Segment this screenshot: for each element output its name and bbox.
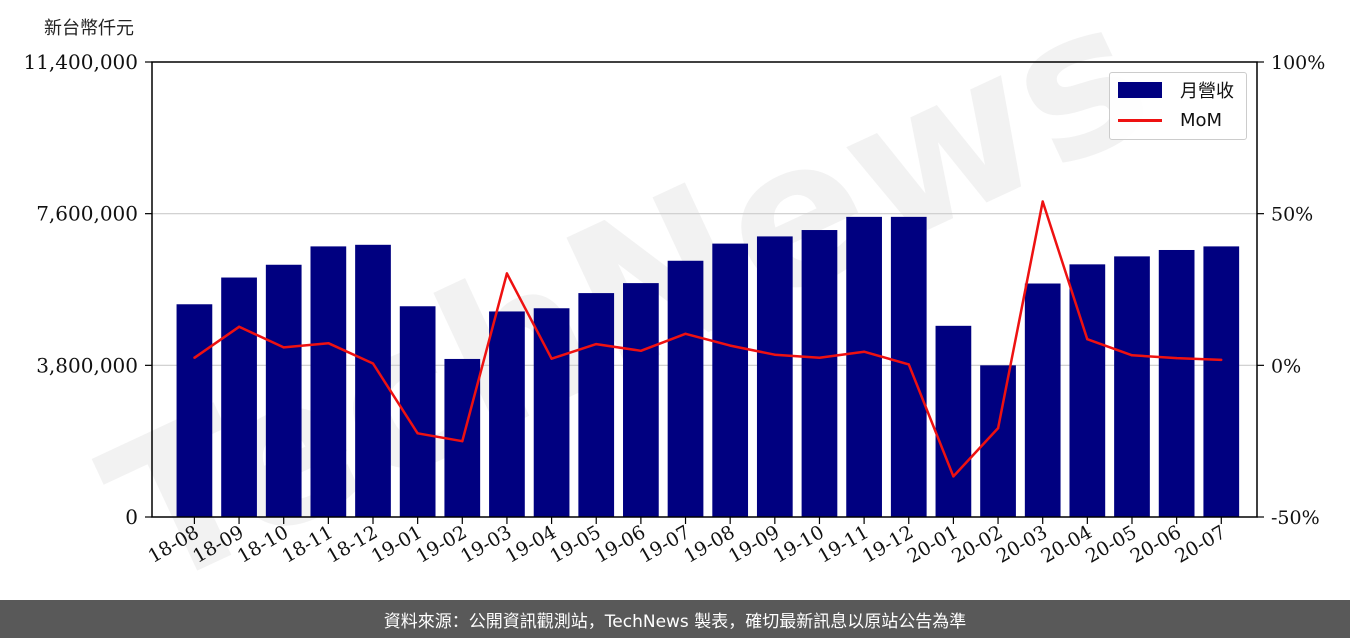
bar-19-05 <box>578 293 615 517</box>
bar-19-06 <box>623 283 659 517</box>
bar-19-04 <box>533 308 570 517</box>
mom-point-18-12 <box>371 362 375 365</box>
bar-19-09 <box>756 236 793 517</box>
mom-point-20-02 <box>996 426 1000 430</box>
x-tick-label: 19-07 <box>636 521 694 567</box>
plot-frame <box>151 61 1258 518</box>
mom-point-19-02 <box>461 439 464 443</box>
legend-label-revenue: 月營收 <box>1180 81 1234 102</box>
mom-point-20-05 <box>1130 354 1134 357</box>
legend-label-mom: MoM <box>1180 109 1223 131</box>
bar-20-06 <box>1158 249 1195 517</box>
legend-bar-swatch <box>1118 82 1162 98</box>
mom-point-20-06 <box>1175 356 1178 360</box>
x-tick-label: 19-05 <box>546 521 604 567</box>
x-tick-label: 19-04 <box>502 521 560 567</box>
mom-point-20-03 <box>1041 200 1044 203</box>
bar-20-05 <box>1114 256 1150 517</box>
bar-19-08 <box>712 243 749 517</box>
x-tick-label: 19-09 <box>725 521 783 567</box>
bar-20-07 <box>1203 246 1240 518</box>
legend-entry-revenue: 月營收 <box>1118 78 1234 102</box>
mom-point-20-01 <box>952 475 955 478</box>
y-axis-unit-label: 新台幣仟元 <box>44 18 134 39</box>
bar-18-10 <box>265 264 302 517</box>
mom-point-19-09 <box>773 353 777 356</box>
mom-point-19-10 <box>818 356 821 359</box>
mom-point-20-04 <box>1086 338 1089 341</box>
mom-point-19-12 <box>907 363 910 366</box>
mom-point-19-11 <box>862 350 866 353</box>
x-tick-label: 19-10 <box>770 521 828 567</box>
mom-point-18-08 <box>193 356 196 359</box>
bar-18-11 <box>310 246 347 518</box>
mom-point-18-11 <box>327 341 330 345</box>
bar-19-11 <box>846 216 882 517</box>
mom-point-19-05 <box>595 342 598 346</box>
mom-point-19-01 <box>416 432 419 435</box>
bar-19-03 <box>489 311 525 517</box>
x-tick-label: 20-01 <box>903 521 961 567</box>
bar-18-08 <box>176 304 213 517</box>
mom-point-19-03 <box>505 272 509 275</box>
mom-point-19-04 <box>550 357 553 360</box>
x-tick-label: 20-07 <box>1171 521 1229 567</box>
x-tick-label: 19-12 <box>859 521 917 567</box>
x-tick-label: 19-11 <box>814 521 872 567</box>
x-tick-label: 20-04 <box>1037 521 1095 567</box>
x-tick-label: 19-08 <box>680 521 738 567</box>
mom-point-19-08 <box>728 344 732 347</box>
chart-svg: TechNews 03,800,0007,600,00011,400,000-5… <box>23 0 1325 600</box>
bar-19-10 <box>801 230 838 517</box>
y-left-tick-label: 7,600,000 <box>36 202 138 226</box>
legend-entry-mom: MoM <box>1118 108 1222 132</box>
bar-20-03 <box>1024 283 1061 517</box>
y-right-tick-label: -50% <box>1271 507 1320 529</box>
mom-point-19-07 <box>684 332 687 335</box>
x-tick-label: 20-02 <box>948 521 1006 567</box>
bar-18-09 <box>221 277 257 517</box>
mom-point-20-07 <box>1220 358 1223 362</box>
bar-19-01 <box>399 306 436 517</box>
legend: 月營收 MoM <box>1109 72 1247 140</box>
x-tick-label: 19-06 <box>591 521 649 567</box>
y-right-tick-label: 0% <box>1271 355 1301 377</box>
bar-20-01 <box>935 325 972 517</box>
footer-text: 資料來源：公開資訊觀測站，TechNews 製表，確切最新訊息以原站公告為準 <box>383 611 967 632</box>
mom-line <box>193 200 1222 478</box>
x-tick-label: 20-05 <box>1082 521 1140 567</box>
y-left-tick-label: 3,800,000 <box>36 353 138 377</box>
legend-line-swatch <box>1118 118 1162 122</box>
x-tick-label: 19-02 <box>412 521 470 567</box>
mom-point-18-10 <box>282 346 285 349</box>
x-tick-label: 20-06 <box>1127 521 1185 567</box>
y-right-tick-label: 100% <box>1271 52 1325 74</box>
chart: TechNews 03,800,0007,600,00011,400,000-5… <box>23 0 1325 600</box>
mom-point-19-06 <box>639 349 643 352</box>
source-footer: 資料來源：公開資訊觀測站，TechNews 製表，確切最新訊息以原站公告為準 <box>0 600 1350 638</box>
y-right-tick-label: 50% <box>1271 204 1313 226</box>
x-tick-label: 19-03 <box>457 521 515 567</box>
y-left-tick-label: 11,400,000 <box>23 50 138 74</box>
x-tick-label: 20-03 <box>993 521 1051 567</box>
y-left-tick-label: 0 <box>125 505 138 529</box>
mom-point-18-09 <box>237 325 241 329</box>
bar-19-07 <box>667 260 704 517</box>
